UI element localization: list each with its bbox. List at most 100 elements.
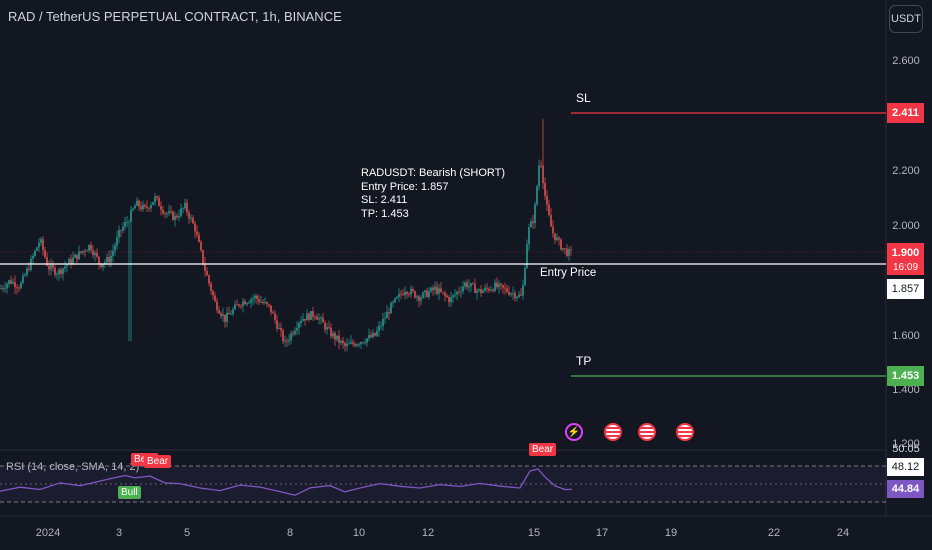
- candle-body: [58, 269, 60, 275]
- candle-body: [550, 215, 552, 227]
- candle-body: [86, 250, 88, 252]
- candle-body: [102, 264, 104, 268]
- candle-body: [208, 275, 210, 284]
- candle-body: [510, 293, 512, 295]
- candle-body: [152, 201, 154, 205]
- candle-body: [390, 302, 392, 314]
- candle-body: [50, 264, 52, 270]
- candle-body: [194, 223, 196, 232]
- candle-body: [320, 317, 322, 319]
- candle-body: [450, 297, 452, 303]
- candle-body: [560, 239, 562, 250]
- candle-body: [490, 289, 492, 291]
- candle-body: [292, 333, 294, 335]
- candle-body: [60, 269, 62, 274]
- candle-body: [414, 291, 416, 298]
- candle-body: [400, 293, 402, 295]
- price-tick: 1.400: [892, 384, 920, 396]
- candle-body: [238, 304, 240, 306]
- candle-body: [12, 281, 14, 284]
- candle-body: [232, 309, 234, 315]
- candle-body: [108, 257, 110, 263]
- candle-body: [448, 297, 450, 303]
- candle-body: [226, 312, 228, 322]
- annotation-line: RADUSDT: Bearish (SHORT): [361, 167, 506, 179]
- candle-body: [526, 244, 528, 269]
- stop-loss-badge: 2.411: [887, 103, 924, 123]
- time-tick: 19: [664, 527, 678, 539]
- candle-body: [516, 296, 518, 299]
- candle-body: [382, 318, 384, 326]
- candle-body: [496, 282, 498, 288]
- candle-body: [456, 291, 458, 295]
- candle-body: [472, 283, 474, 285]
- candle-body: [142, 204, 144, 210]
- candle-body: [132, 208, 134, 211]
- candle-body: [14, 281, 16, 288]
- candle-body: [524, 268, 526, 286]
- candle-body: [318, 318, 320, 320]
- candle-body: [446, 295, 448, 298]
- candle-body: [20, 282, 22, 289]
- candle-body: [202, 250, 204, 264]
- candle-body: [306, 313, 308, 321]
- candle-body: [316, 316, 318, 320]
- candle-body: [250, 299, 252, 303]
- time-tick: 22: [767, 527, 781, 539]
- candle-body: [212, 291, 214, 296]
- candle-body: [308, 313, 310, 320]
- candle-body: [38, 242, 40, 248]
- candle-body: [454, 294, 456, 296]
- candle-body: [430, 287, 432, 292]
- candle-body: [64, 266, 66, 269]
- candle-body: [190, 217, 192, 219]
- candle-body: [90, 244, 92, 251]
- candle-body: [156, 196, 158, 198]
- candle-body: [444, 292, 446, 296]
- candle-body: [114, 245, 116, 251]
- us-flag-icon[interactable]: [638, 423, 656, 441]
- candle-body: [296, 328, 298, 331]
- time-tick: 15: [527, 527, 541, 539]
- chart-title: RAD / TetherUS PERPETUAL CONTRACT, 1h, B…: [8, 9, 342, 24]
- candle-body: [164, 213, 166, 215]
- candle-body: [530, 221, 532, 228]
- candle-body: [262, 301, 264, 304]
- candle-body: [476, 290, 478, 293]
- candle-body: [42, 239, 44, 250]
- candle-body: [6, 283, 8, 289]
- candle-body: [224, 314, 226, 322]
- candle-body: [280, 327, 282, 331]
- candle-body: [4, 288, 6, 290]
- take-profit-label: TP: [576, 354, 592, 368]
- candle-body: [120, 230, 122, 231]
- candle-body: [116, 237, 118, 246]
- candle-body: [310, 311, 312, 320]
- us-flag-icon[interactable]: [676, 423, 694, 441]
- currency-button[interactable]: USDT: [889, 5, 923, 33]
- candle-body: [32, 256, 34, 259]
- candle-body: [272, 312, 274, 314]
- candle-body: [16, 287, 18, 288]
- candle-body: [70, 259, 72, 264]
- candle-body: [480, 289, 482, 294]
- rsi-sma-badge: 48.12: [887, 458, 924, 476]
- candle-body: [180, 208, 182, 217]
- candle-body: [528, 227, 530, 245]
- candle-body: [324, 322, 326, 330]
- candle-body: [148, 207, 150, 209]
- candle-body: [464, 282, 466, 287]
- candle-body: [206, 271, 208, 276]
- us-flag-icon[interactable]: [604, 423, 622, 441]
- candle-body: [104, 262, 106, 265]
- lightning-icon[interactable]: ⚡: [565, 423, 583, 441]
- candle-body: [532, 221, 534, 224]
- candle-body: [340, 340, 342, 343]
- candle-body: [394, 298, 396, 302]
- candle-body: [92, 250, 94, 255]
- candle-body: [122, 226, 124, 231]
- candle-body: [290, 333, 292, 341]
- candle-body: [68, 259, 70, 265]
- price-tick: 2.000: [892, 220, 920, 232]
